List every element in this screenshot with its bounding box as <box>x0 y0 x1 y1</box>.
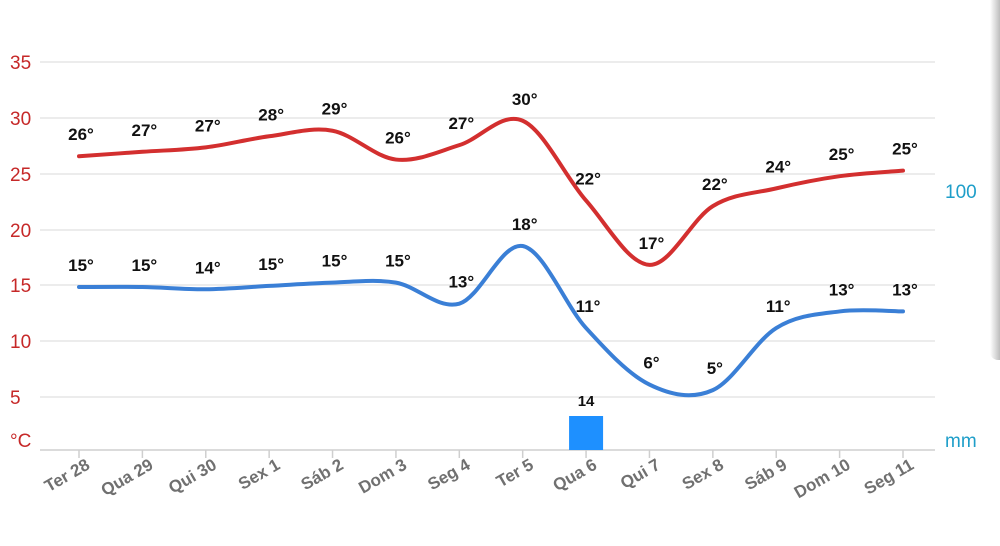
series-line-min <box>77 244 905 398</box>
x-tick-label: Qua 29 <box>98 455 157 500</box>
data-label-min: 11° <box>766 297 791 316</box>
y-unit-mm: mm <box>945 431 977 452</box>
data-label-max: 22° <box>575 170 601 189</box>
x-tick-label: Qui 30 <box>165 455 220 497</box>
y-axis-left: 35 30 25 20 15 10 5 °C <box>10 53 31 452</box>
data-label-min: 15° <box>258 255 284 274</box>
x-tick-label: Sáb 9 <box>741 455 790 494</box>
data-label-max: 27° <box>195 116 221 135</box>
precipitation-bar <box>569 416 604 450</box>
data-label-min: 13° <box>892 280 918 299</box>
data-label-min: 5° <box>707 359 723 378</box>
data-label-max: 27° <box>132 121 158 140</box>
x-tick-label: Seg 11 <box>861 455 917 498</box>
data-label-min: 15° <box>68 256 94 275</box>
y-tick-label: 25 <box>10 165 31 186</box>
y-axis-right: 100 mm <box>945 182 977 452</box>
data-label-min: 15° <box>385 252 411 271</box>
data-label-min: 6° <box>643 354 659 373</box>
data-label-min: 13° <box>448 273 474 292</box>
data-label-max: 26° <box>68 125 94 144</box>
data-label-max: 25° <box>892 140 918 159</box>
series-line-max <box>77 116 905 267</box>
y-tick-label: 20 <box>10 221 31 242</box>
y-tick-label: 30 <box>10 109 31 130</box>
data-label-max: 30° <box>512 90 538 109</box>
data-label-max: 28° <box>258 105 284 124</box>
y-tick-label: 10 <box>10 332 31 353</box>
data-label-max: 26° <box>385 129 411 148</box>
x-tick-label: Qua 6 <box>550 455 600 495</box>
x-tick-label: Ter 5 <box>493 455 537 491</box>
x-tick-label: Qui 7 <box>617 455 663 493</box>
x-tick-label: Dom 10 <box>791 455 854 502</box>
data-label-max: 22° <box>702 175 728 194</box>
temperature-labels: 26° 27° 27° 28° 29° 26° 27° 30° 22° 17° 22° 24° 25° 2… <box>68 90 918 378</box>
x-tick-label: Sáb 2 <box>298 455 347 494</box>
data-label-max: 25° <box>829 145 855 164</box>
data-label-max: 24° <box>765 157 791 176</box>
x-tick-label: Seg 4 <box>425 455 474 494</box>
x-tick-label: Ter 28 <box>41 455 93 496</box>
data-label-min: 14° <box>195 258 221 277</box>
temperature-lines <box>77 116 905 398</box>
x-tick-label: Sex 1 <box>235 455 283 494</box>
data-label-min: 18° <box>512 215 538 234</box>
x-axis: Ter 28 Qua 29 Qui 30 Sex 1 Sáb 2 Dom 3 Seg 4 Te… <box>41 450 917 502</box>
y-tick-label: 15 <box>10 276 31 297</box>
x-tick-label: Dom 3 <box>355 455 410 497</box>
y-tick-label: 5 <box>10 388 21 409</box>
y-unit-celsius: °C <box>10 431 31 452</box>
data-label-max: 29° <box>322 100 348 119</box>
data-label-min: 13° <box>829 280 855 299</box>
data-label-max: 17° <box>639 234 665 253</box>
y-tick-label: 35 <box>10 53 31 74</box>
data-label-min: 15° <box>322 252 348 271</box>
grid-lines <box>40 61 935 451</box>
y-right-tick-label: 100 <box>945 182 977 203</box>
screen-edge <box>990 0 1000 360</box>
data-label-min: 15° <box>132 256 158 275</box>
data-label-max: 27° <box>448 114 474 133</box>
x-tick-label: Sex 8 <box>679 455 727 494</box>
precipitation-bars: 14 <box>569 393 604 450</box>
precipitation-label: 14 <box>578 393 595 410</box>
data-label-min: 11° <box>576 297 601 316</box>
